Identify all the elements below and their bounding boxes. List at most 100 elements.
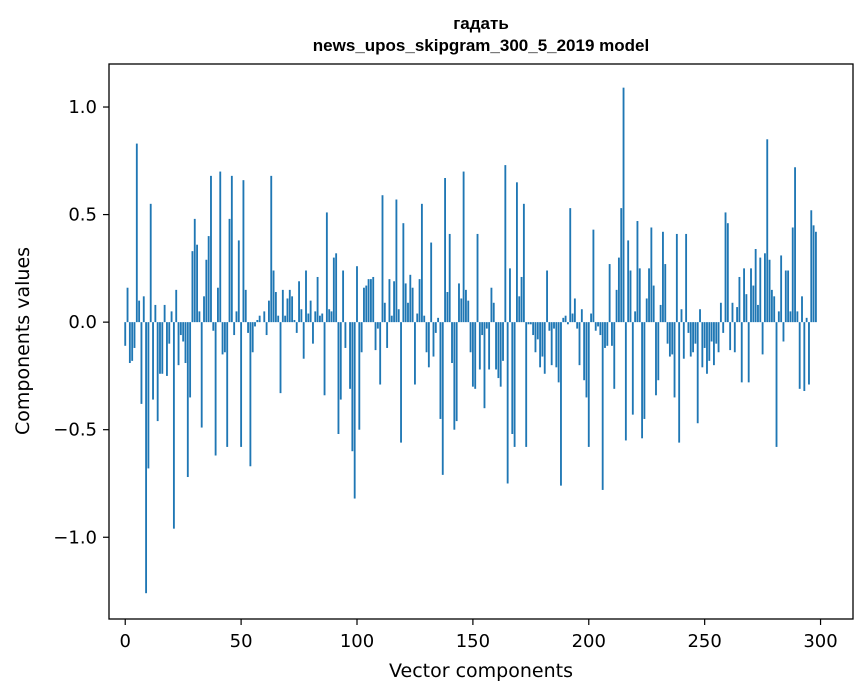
bar [481, 322, 484, 336]
bar [576, 322, 579, 329]
bar [159, 322, 161, 374]
bar [692, 322, 694, 353]
bar [163, 304, 166, 323]
bar [722, 322, 725, 333]
bar [235, 311, 238, 323]
bar [193, 218, 196, 323]
bar [230, 175, 233, 323]
bar [522, 203, 525, 323]
bar [694, 322, 697, 344]
bar [657, 322, 660, 381]
bar [240, 322, 243, 447]
bar [247, 322, 249, 333]
bar [796, 311, 799, 323]
bar [715, 322, 718, 344]
bar [789, 311, 792, 323]
bar [133, 322, 136, 348]
bar [474, 322, 477, 389]
bar [624, 322, 627, 441]
bar [205, 259, 208, 323]
bar [305, 270, 307, 323]
bar [376, 322, 379, 329]
bar [437, 317, 440, 323]
bar [458, 283, 460, 323]
bar [601, 322, 604, 490]
bar [469, 322, 472, 353]
bar [161, 322, 164, 374]
bar [518, 296, 521, 323]
bar [170, 311, 173, 323]
bar [414, 322, 416, 385]
bar [244, 289, 247, 323]
bar [337, 322, 340, 434]
bar [358, 322, 361, 430]
bar [541, 322, 544, 357]
bar [268, 300, 270, 323]
bar [270, 175, 273, 323]
bar [566, 322, 569, 325]
bar [573, 298, 576, 323]
bar [182, 322, 185, 342]
bar [249, 322, 252, 467]
bar [717, 322, 720, 353]
bar [198, 311, 201, 323]
bar [372, 276, 375, 323]
bar [511, 322, 514, 434]
bar [629, 270, 632, 323]
bar [448, 233, 451, 323]
bar [583, 322, 586, 381]
bar [671, 322, 674, 355]
bar [766, 139, 769, 323]
bar [291, 296, 294, 323]
bar [265, 322, 268, 336]
x-tick-label: 150 [456, 631, 490, 652]
bar [587, 322, 590, 447]
bar [407, 302, 409, 323]
bar [237, 240, 240, 323]
bar [316, 276, 319, 323]
bar [131, 322, 134, 361]
bar [314, 311, 317, 323]
bar [145, 322, 148, 594]
bar [374, 322, 377, 351]
bar [761, 322, 764, 355]
bar [678, 322, 681, 443]
bar [506, 322, 509, 484]
bar [617, 257, 620, 323]
bar [536, 322, 539, 340]
bar [360, 322, 363, 353]
bar [726, 223, 729, 323]
bar [594, 322, 597, 331]
bar [764, 253, 766, 323]
bar [411, 287, 414, 323]
bar [293, 319, 296, 323]
bar [750, 268, 752, 323]
bar [747, 322, 750, 383]
bar [400, 322, 402, 443]
bar-series [124, 87, 817, 594]
bar [659, 304, 662, 323]
bar [497, 322, 500, 379]
bar [615, 289, 618, 323]
bar [393, 281, 396, 323]
bar [682, 322, 685, 359]
y-axis-ticks: −1.0 −0.5 0.0 0.5 1.0 [53, 97, 109, 548]
bar [217, 287, 219, 323]
bar [504, 165, 507, 323]
bar [427, 322, 430, 368]
bar [527, 322, 530, 325]
bar [332, 257, 335, 323]
bar [471, 322, 474, 387]
bar [490, 287, 493, 323]
bar [569, 208, 572, 323]
bar [650, 227, 653, 323]
bar [233, 322, 236, 336]
bar [200, 322, 203, 428]
bar [402, 223, 405, 323]
bar [149, 203, 152, 323]
bar [516, 182, 518, 323]
bar [177, 322, 180, 366]
bar [441, 322, 444, 475]
bar [557, 322, 560, 383]
bar [342, 270, 345, 323]
